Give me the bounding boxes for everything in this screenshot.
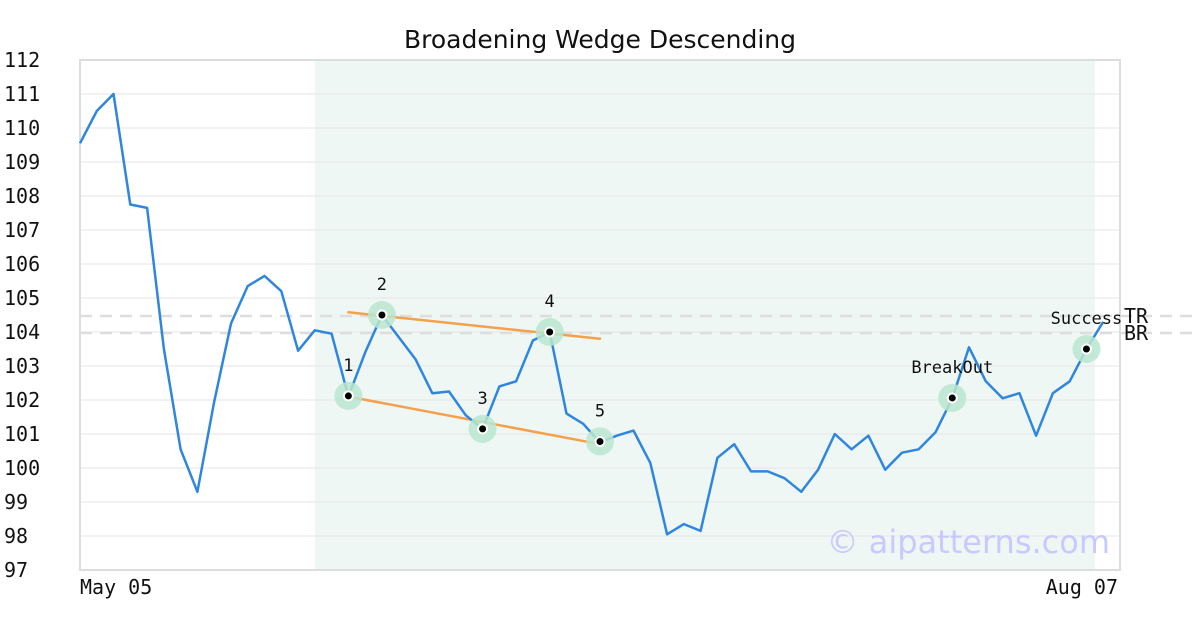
point-marker-2: [378, 311, 386, 319]
point-label-success: Success: [1051, 309, 1123, 329]
reference-line-label-br: BR: [1124, 321, 1149, 345]
chart-title: Broadening Wedge Descending: [404, 25, 796, 54]
y-tick-label: 109: [4, 150, 40, 174]
watermark: © aipatterns.com: [827, 523, 1110, 561]
point-label-3: 3: [477, 389, 487, 409]
y-tick-label: 110: [4, 116, 40, 140]
point-marker-4: [546, 328, 554, 336]
y-tick-label: 97: [4, 558, 28, 582]
y-tick-label: 112: [4, 48, 40, 72]
point-marker-success: [1082, 345, 1090, 353]
point-marker-3: [479, 425, 487, 433]
point-label-breakout: BreakOut: [911, 358, 993, 378]
y-tick-label: 105: [4, 286, 40, 310]
y-tick-label: 100: [4, 456, 40, 480]
reference-line-label-tr: TR: [1124, 304, 1149, 328]
y-tick-label: 107: [4, 218, 40, 242]
x-tick-label: Aug 07: [1046, 575, 1118, 599]
x-axis-ticks: May 05 Aug 07: [80, 575, 1118, 599]
y-axis-ticks: 97 98 99 100 101 102 103 104 105 106 107 108 109 110 1…: [4, 48, 40, 582]
y-tick-label: 101: [4, 422, 40, 446]
point-marker-1: [344, 392, 352, 400]
point-marker-5: [596, 437, 604, 445]
x-tick-label: May 05: [80, 575, 152, 599]
point-label-1: 1: [343, 356, 353, 376]
y-tick-label: 108: [4, 184, 40, 208]
y-tick-label: 102: [4, 388, 40, 412]
y-tick-label: 99: [4, 490, 28, 514]
point-label-5: 5: [595, 401, 605, 421]
y-tick-label: 98: [4, 524, 28, 548]
pattern-points: 1 2 3 4 5 BreakOut Success: [334, 275, 1123, 456]
point-label-4: 4: [545, 292, 555, 312]
y-tick-label: 111: [4, 82, 40, 106]
y-tick-label: 106: [4, 252, 40, 276]
reference-lines: [80, 314, 1200, 335]
point-label-2: 2: [377, 275, 387, 295]
y-tick-label: 104: [4, 320, 40, 344]
point-marker-breakout: [948, 394, 956, 402]
y-tick-label: 103: [4, 354, 40, 378]
plot-frame: [79, 59, 1121, 571]
